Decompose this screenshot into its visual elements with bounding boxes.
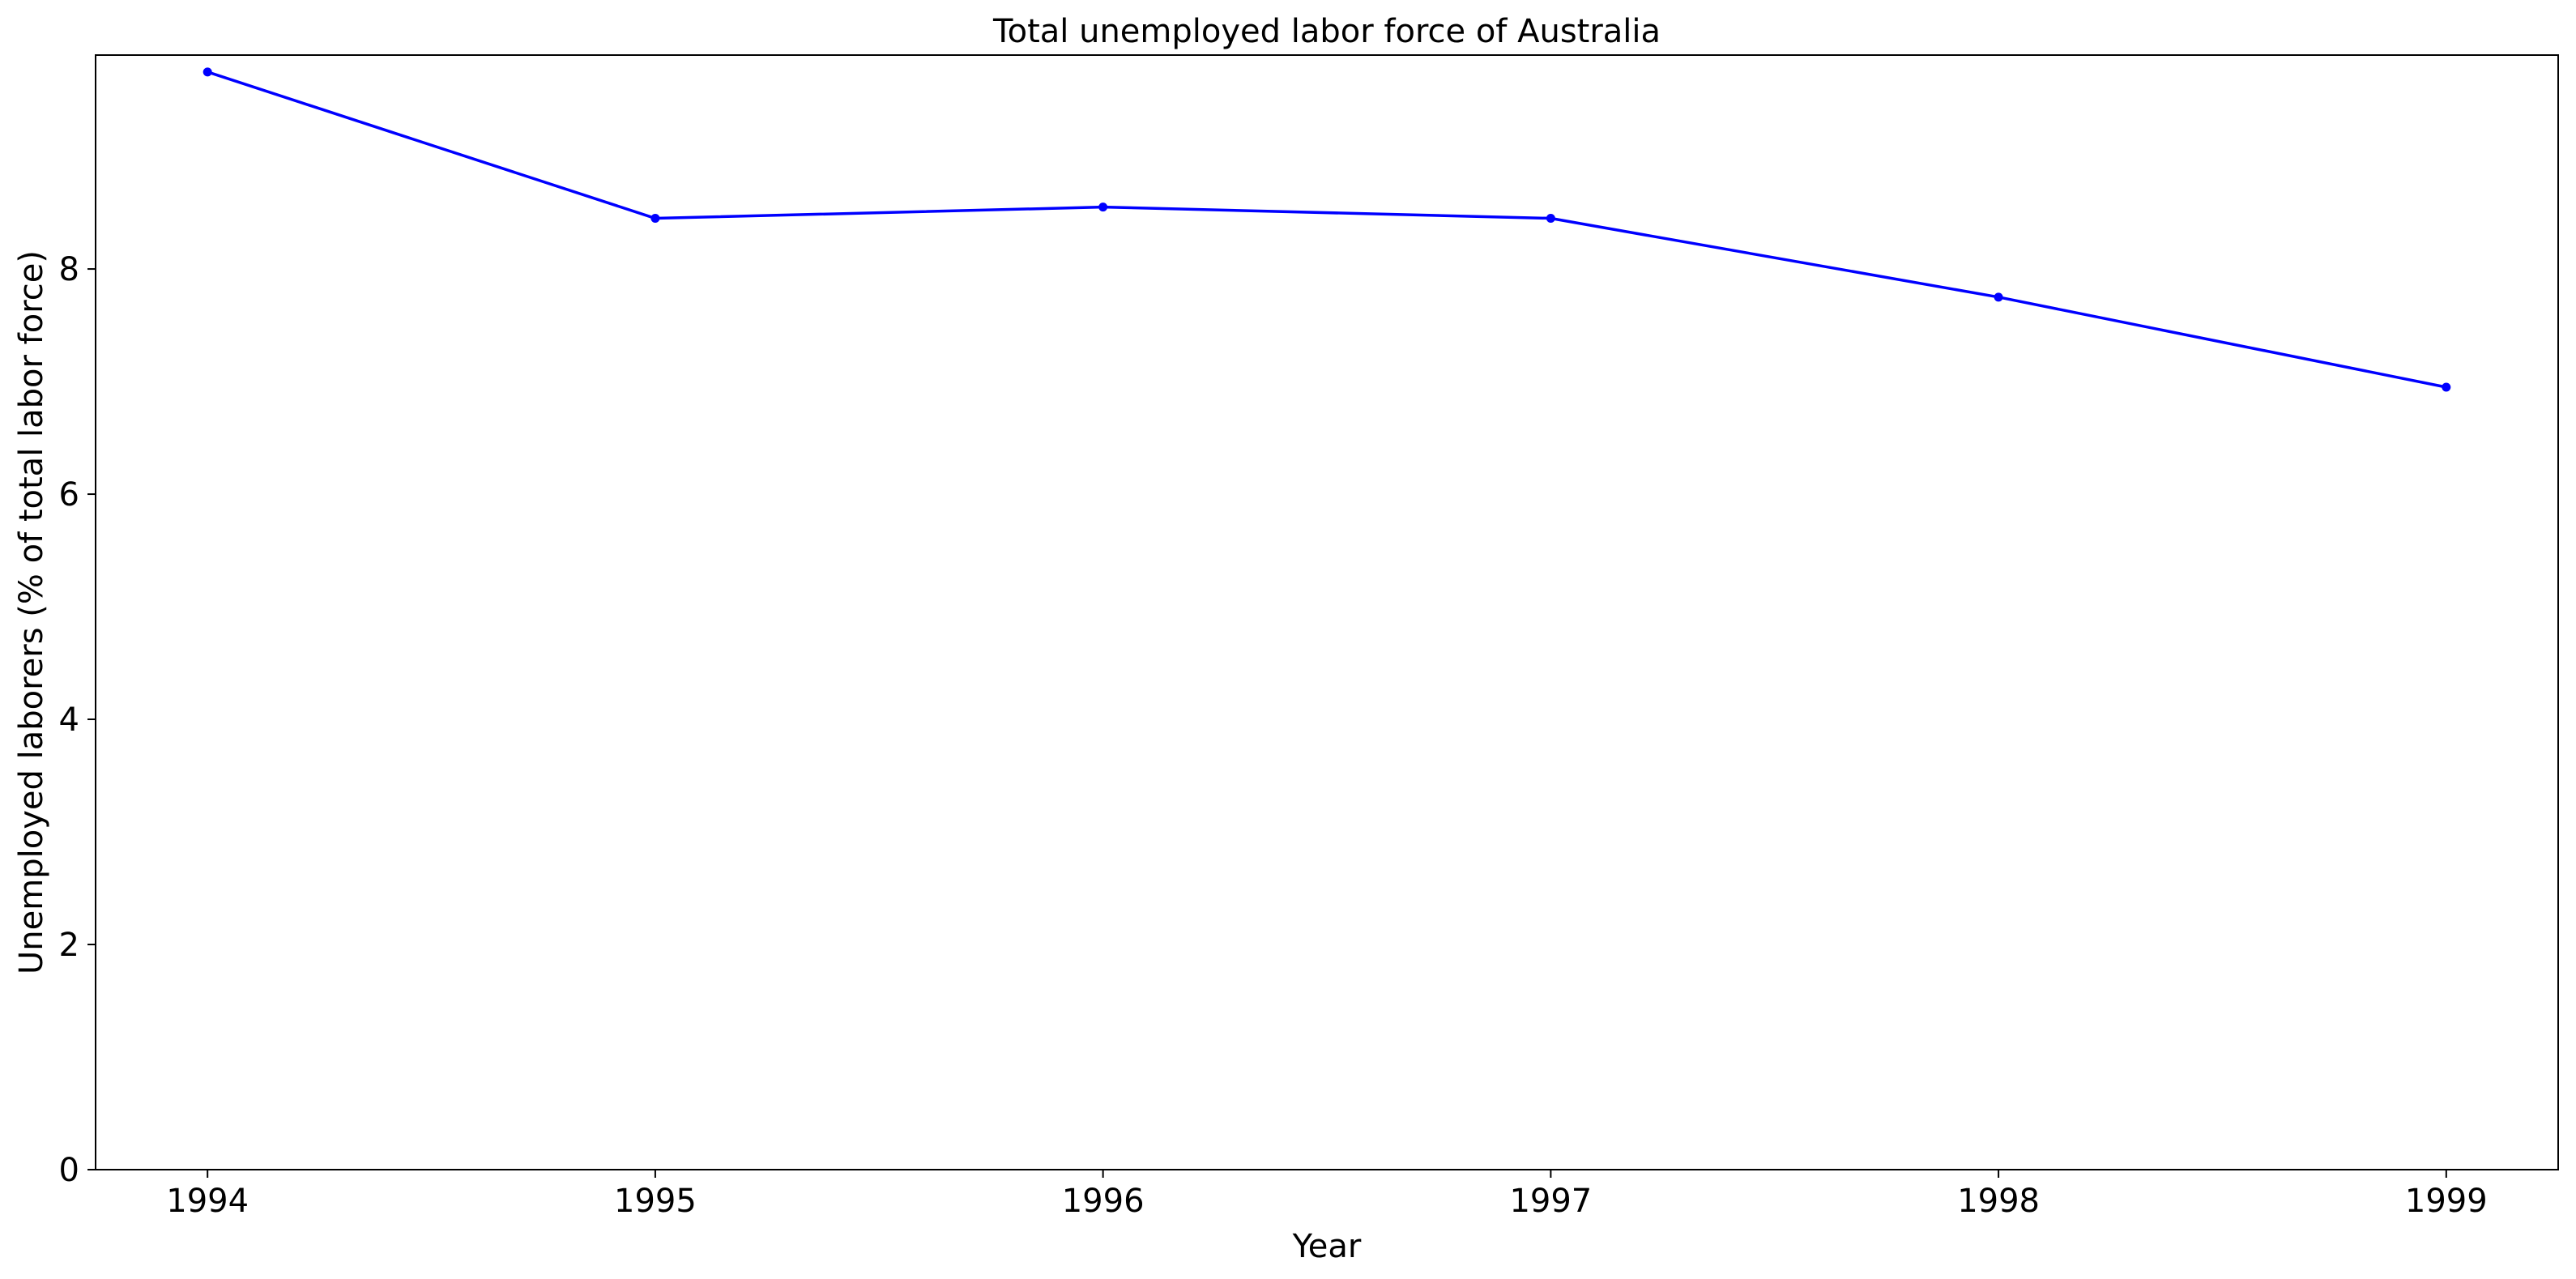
x-axis-ticks: 1994 1995 1996 1997 1998 1999 (166, 1170, 2488, 1220)
y-tick-label: 8 (59, 251, 79, 288)
x-tick-label: 1994 (166, 1183, 249, 1220)
data-point (1098, 203, 1108, 212)
x-tick-label: 1999 (2405, 1183, 2488, 1220)
y-tick-label: 2 (59, 927, 79, 964)
data-point (650, 214, 660, 224)
data-point (203, 67, 212, 77)
y-tick-label: 4 (59, 701, 79, 739)
x-tick-label: 1995 (614, 1183, 697, 1220)
y-axis-ticks: 0 2 4 6 8 (59, 251, 96, 1189)
x-tick-label: 1998 (1957, 1183, 2040, 1220)
x-axis-label: Year (1292, 1228, 1362, 1265)
series-group (203, 67, 2451, 392)
y-axis-label: Unemployed laborers (% of total labor fo… (13, 250, 50, 974)
data-point (2442, 382, 2451, 392)
chart-title: Total unemployed labor force of Australi… (992, 13, 1661, 50)
x-tick-label: 1997 (1509, 1183, 1592, 1220)
data-point (1994, 292, 2003, 302)
y-tick-label: 6 (59, 476, 79, 514)
series-line (207, 70, 2447, 389)
x-tick-label: 1996 (1062, 1183, 1145, 1220)
plot-area (95, 54, 2559, 1170)
y-tick-label: 0 (59, 1152, 79, 1189)
data-point (1546, 214, 1555, 224)
